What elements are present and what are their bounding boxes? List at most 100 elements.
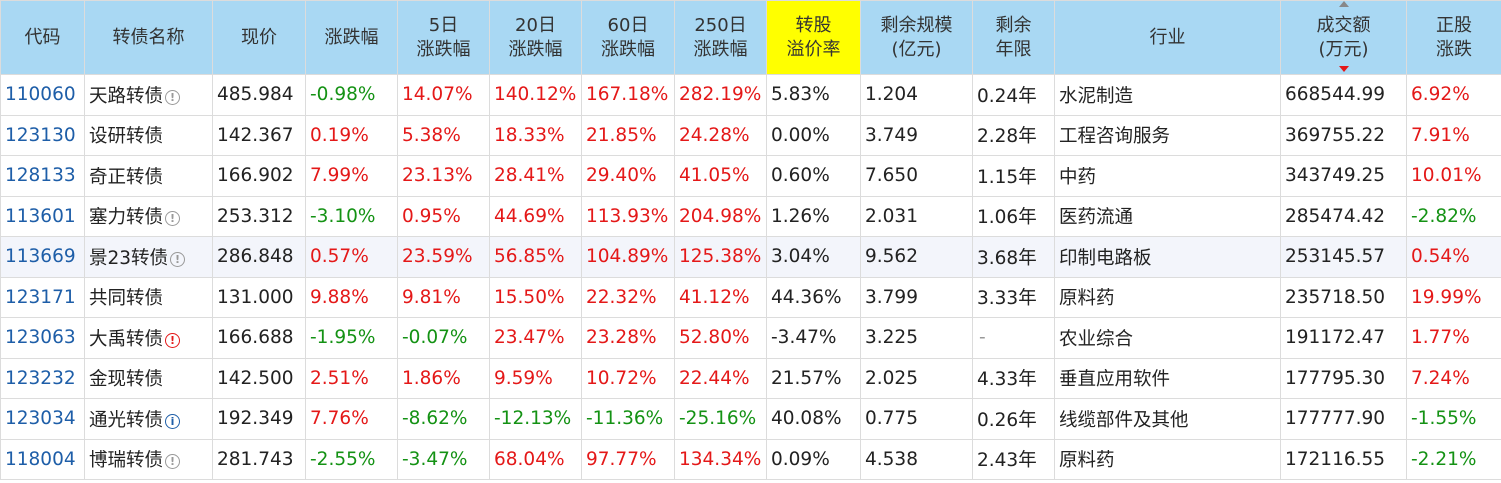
- info-icon[interactable]: !: [165, 89, 181, 105]
- column-header-premium[interactable]: 转股 溢价率: [766, 0, 861, 75]
- cell-code[interactable]: 128133: [0, 155, 85, 197]
- cell-code[interactable]: 110060: [0, 74, 85, 116]
- cell-chg60: 97.77%: [581, 438, 675, 480]
- cell-stock_chg: 0.54%: [1406, 236, 1501, 278]
- column-header-label: 正股: [1436, 14, 1472, 36]
- cell-code[interactable]: 118004: [0, 438, 85, 480]
- bond-name[interactable]: 大禹转债: [89, 328, 164, 350]
- cell-stock_chg: -2.21%: [1406, 438, 1501, 480]
- table-row[interactable]: 113601 塞力转债! 253.312 -3.10% 0.95% 44.69% 113.9…: [0, 195, 1501, 237]
- column-header-label: 涨跌幅: [693, 38, 748, 60]
- table-row[interactable]: 110060 天路转债! 485.984 -0.98% 14.07% 140.12% 167…: [0, 74, 1501, 116]
- cell-stock_chg: -1.55%: [1406, 398, 1501, 440]
- cell-price: 131.000: [212, 276, 306, 318]
- cell-years: 1.06年: [972, 195, 1055, 237]
- column-header-label: 涨跌幅: [324, 26, 379, 48]
- bond-name[interactable]: 博瑞转债: [89, 450, 164, 472]
- bond-name[interactable]: 金现转债: [89, 369, 164, 391]
- column-header-chg60[interactable]: 60日 涨跌幅: [581, 0, 675, 75]
- info-icon[interactable]: i: [165, 413, 181, 429]
- bond-name[interactable]: 奇正转债: [89, 166, 164, 188]
- cell-industry: 原料药: [1054, 276, 1281, 318]
- sort-desc-icon[interactable]: [1338, 66, 1349, 72]
- cell-name[interactable]: 景23转债!: [84, 236, 213, 278]
- table-row[interactable]: 113669 景23转债! 286.848 0.57% 23.59% 56.85% 104.…: [0, 236, 1501, 278]
- sort-asc-icon[interactable]: [1338, 1, 1349, 7]
- info-icon[interactable]: !: [165, 454, 181, 470]
- cell-chg: -3.10%: [305, 195, 398, 237]
- info-icon[interactable]: !: [170, 251, 186, 267]
- column-header-name[interactable]: 转债名称: [84, 0, 213, 75]
- cell-code[interactable]: 123171: [0, 276, 85, 318]
- table-row[interactable]: 123171 共同转债 131.000 9.88% 9.81% 15.50% 22.32% 4…: [0, 276, 1501, 318]
- cell-name[interactable]: 通光转债 i: [84, 398, 213, 440]
- table-row[interactable]: 128133 奇正转债 166.902 7.99% 23.13% 28.41% 29.40%…: [0, 155, 1501, 197]
- column-header-chg250[interactable]: 250日 涨跌幅: [674, 0, 767, 75]
- column-header-industry[interactable]: 行业: [1054, 0, 1281, 75]
- bond-name[interactable]: 通光转债: [89, 409, 164, 431]
- cell-industry: 农业综合: [1054, 317, 1281, 359]
- cell-price: 142.500: [212, 357, 306, 399]
- bond-name[interactable]: 设研转债: [89, 126, 164, 148]
- cell-chg60: 167.18%: [581, 74, 675, 116]
- table-row[interactable]: 118004 博瑞转债! 281.743 -2.55% -3.47% 68.04% 97.7…: [0, 438, 1501, 480]
- cell-chg5: -3.47%: [397, 438, 490, 480]
- cell-stock_chg: 7.24%: [1406, 357, 1501, 399]
- table-row[interactable]: 123130 设研转债 142.367 0.19% 5.38% 18.33% 21.85% 2…: [0, 114, 1501, 156]
- cell-scale: 3.749: [860, 114, 973, 156]
- cell-name[interactable]: 设研转债: [84, 114, 213, 156]
- cell-chg: 7.99%: [305, 155, 398, 197]
- column-header-chg20[interactable]: 20日 涨跌幅: [489, 0, 582, 75]
- cell-name[interactable]: 博瑞转债!: [84, 438, 213, 480]
- column-header-chg[interactable]: 涨跌幅: [305, 0, 398, 75]
- column-header-chg5[interactable]: 5日 涨跌幅: [397, 0, 490, 75]
- cell-years: 2.28年: [972, 114, 1055, 156]
- cell-industry: 水泥制造: [1054, 74, 1281, 116]
- cell-premium: 1.26%: [766, 195, 861, 237]
- cell-name[interactable]: 塞力转债!: [84, 195, 213, 237]
- bond-name[interactable]: 天路转债: [89, 85, 164, 107]
- cell-code[interactable]: 113601: [0, 195, 85, 237]
- cell-name[interactable]: 共同转债: [84, 276, 213, 318]
- cell-volume: 191172.47: [1280, 317, 1407, 359]
- alert-icon[interactable]: !: [165, 332, 181, 348]
- cell-price: 253.312: [212, 195, 306, 237]
- column-header-volume[interactable]: 成交额 (万元): [1280, 0, 1407, 75]
- cell-stock_chg: 7.91%: [1406, 114, 1501, 156]
- column-header-label: 剩余: [995, 14, 1032, 36]
- column-header-scale[interactable]: 剩余规模 (亿元): [860, 0, 973, 75]
- column-header-label: 涨跌幅: [416, 38, 471, 60]
- cell-name[interactable]: 天路转债!: [84, 74, 213, 116]
- bond-name[interactable]: 塞力转债: [89, 207, 164, 229]
- cell-name[interactable]: 大禹转债!: [84, 317, 213, 359]
- cell-chg250: 52.80%: [674, 317, 767, 359]
- table-row[interactable]: 123034 通光转债 i 192.349 7.76% -8.62% -12.13% -11.…: [0, 398, 1501, 440]
- cell-scale: 7.650: [860, 155, 973, 197]
- column-header-stock_chg[interactable]: 正股 涨跌: [1406, 0, 1501, 75]
- cell-name[interactable]: 金现转债: [84, 357, 213, 399]
- bond-name[interactable]: 景23转债: [89, 247, 169, 269]
- table-row[interactable]: 123232 金现转债 142.500 2.51% 1.86% 9.59% 10.72% 22…: [0, 357, 1501, 399]
- cell-scale: 2.031: [860, 195, 973, 237]
- column-header-label: 溢价率: [786, 38, 841, 60]
- column-header-label: 代码: [24, 26, 61, 48]
- bond-name[interactable]: 共同转债: [89, 288, 164, 310]
- info-icon[interactable]: !: [165, 211, 181, 227]
- cell-code[interactable]: 123130: [0, 114, 85, 156]
- column-header-code[interactable]: 代码: [0, 0, 85, 75]
- cell-stock_chg: -2.82%: [1406, 195, 1501, 237]
- column-header-label: 转股: [795, 14, 832, 36]
- cell-premium: 0.09%: [766, 438, 861, 480]
- cell-code[interactable]: 123232: [0, 357, 85, 399]
- cell-price: 485.984: [212, 74, 306, 116]
- cell-volume: 668544.99: [1280, 74, 1407, 116]
- cell-chg250: 125.38%: [674, 236, 767, 278]
- cell-code[interactable]: 123063: [0, 317, 85, 359]
- column-header-years[interactable]: 剩余 年限: [972, 0, 1055, 75]
- cell-name[interactable]: 奇正转债: [84, 155, 213, 197]
- cell-code[interactable]: 123034: [0, 398, 85, 440]
- cell-code[interactable]: 113669: [0, 236, 85, 278]
- column-header-price[interactable]: 现价: [212, 0, 306, 75]
- cell-chg60: 23.28%: [581, 317, 675, 359]
- table-row[interactable]: 123063 大禹转债! 166.688 -1.95% -0.07% 23.47% 23.2…: [0, 317, 1501, 359]
